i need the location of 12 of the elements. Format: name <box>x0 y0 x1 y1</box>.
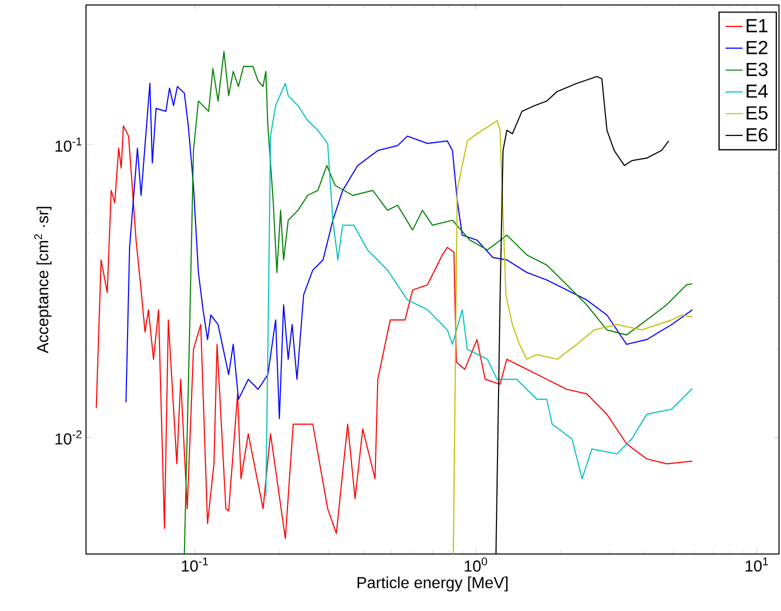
y-axis-title: Acceptance [cm$^{2}$ ·sr] <box>34 206 52 354</box>
legend-label: E1 <box>746 19 768 32</box>
legend-label: E2 <box>746 40 768 54</box>
legend-label: E5 <box>746 106 768 120</box>
y-tick-label: 10$^{-2}$ <box>56 430 82 445</box>
x-axis-title: Particle energy [MeV] <box>358 576 508 592</box>
x-tick-label: 10$^{0}$ <box>464 558 488 572</box>
legend-label: E3 <box>746 62 768 76</box>
legend-label: E6 <box>746 128 768 142</box>
legend-label: E4 <box>746 84 768 98</box>
x-tick-label: 10$^{1}$ <box>746 558 768 572</box>
x-tick-label: 10$^{-1}$ <box>182 558 208 572</box>
